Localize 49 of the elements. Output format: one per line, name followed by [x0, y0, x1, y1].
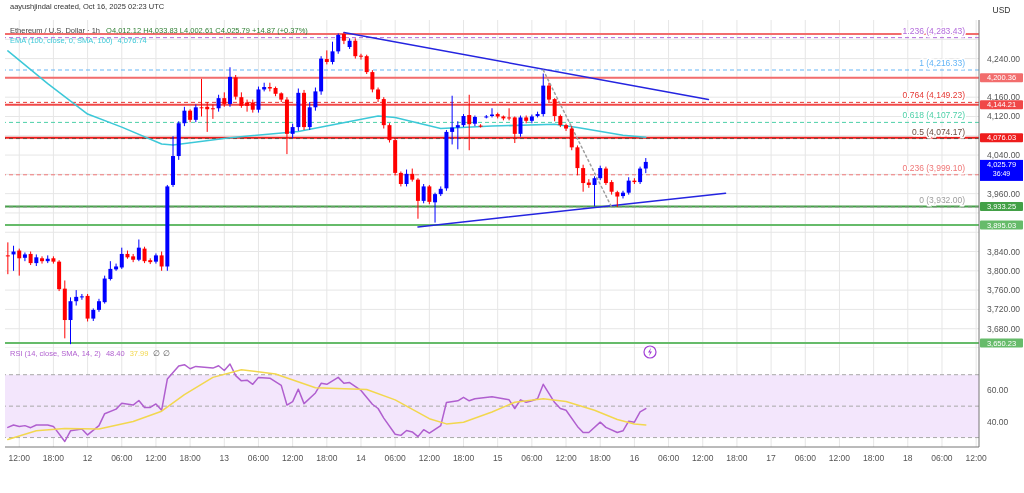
x-tick-label: 12: [82, 453, 93, 464]
y-tick-label: 4,160.00: [987, 92, 1021, 103]
x-tick-label: 18: [903, 453, 913, 464]
x-tick-label: 12:00: [282, 453, 304, 464]
x-tick-label: 06:00: [384, 453, 407, 464]
x-tick-label: 18:00: [862, 453, 885, 464]
y-tick-label: 4,240.00: [987, 53, 1021, 64]
x-tick-label: 06:00: [657, 453, 680, 464]
y-tick-label: 3,800.00: [987, 265, 1021, 276]
y-tick-label: 3,960.00: [987, 188, 1021, 199]
x-tick-label: 06:00: [521, 453, 543, 464]
x-tick-label: 18:00: [42, 453, 65, 464]
x-tick-label: 12:00: [828, 453, 851, 464]
x-tick-label: 12:00: [8, 453, 31, 464]
ref-line-label: 0 (3,932.00): [919, 195, 966, 206]
x-tick-label: 18:00: [316, 453, 338, 464]
ref-line-label: 1 (4,216.33): [919, 58, 966, 69]
ref-line-label: 0.764 (4,149.23): [902, 90, 966, 101]
ref-line-label: 0.236 (3,999.10): [902, 162, 966, 173]
ref-line-label: 0.5 (4,074.17): [912, 126, 966, 137]
y-tick-label: 4,040.00: [987, 150, 1021, 161]
x-tick-label: 16: [629, 453, 640, 464]
x-tick-label: 18:00: [179, 453, 202, 464]
x-tick-label: 06:00: [931, 453, 953, 464]
x-tick-label: 15: [492, 453, 503, 464]
y-tick-label: 3,680.00: [987, 323, 1021, 334]
y-tick-label: 40.00: [987, 416, 1009, 427]
x-tick-label: 17: [766, 453, 777, 464]
y-tick-label: 3,720.00: [987, 304, 1021, 315]
x-tick-label: 12:00: [555, 453, 577, 464]
x-tick-label: 12:00: [692, 453, 714, 464]
x-tick-label: 18:00: [589, 453, 612, 464]
y-tick-label: 60.00: [987, 385, 1009, 396]
x-tick-label: 06:00: [111, 453, 133, 464]
ref-line-label: 0.618 (4,107.72): [902, 110, 966, 121]
x-tick-label: 13: [219, 453, 230, 464]
x-tick-label: 12:00: [418, 453, 441, 464]
x-tick-label: 06:00: [794, 453, 817, 464]
y-tick-label: 3,760.00: [987, 285, 1021, 296]
x-tick-label: 06:00: [247, 453, 270, 464]
ref-line-label: 1.236 (4,283.43): [902, 25, 966, 36]
y-axis-title: USD: [992, 5, 1011, 15]
x-tick-label: 14: [356, 453, 366, 464]
x-tick-label: 12:00: [145, 453, 167, 464]
x-tick-label: 18:00: [726, 453, 748, 464]
x-tick-label: 12:00: [965, 453, 988, 464]
y-tick-label: 4,120.00: [987, 111, 1021, 122]
y-tick-label: 3,840.00: [987, 246, 1021, 257]
x-tick-label: 18:00: [452, 453, 475, 464]
